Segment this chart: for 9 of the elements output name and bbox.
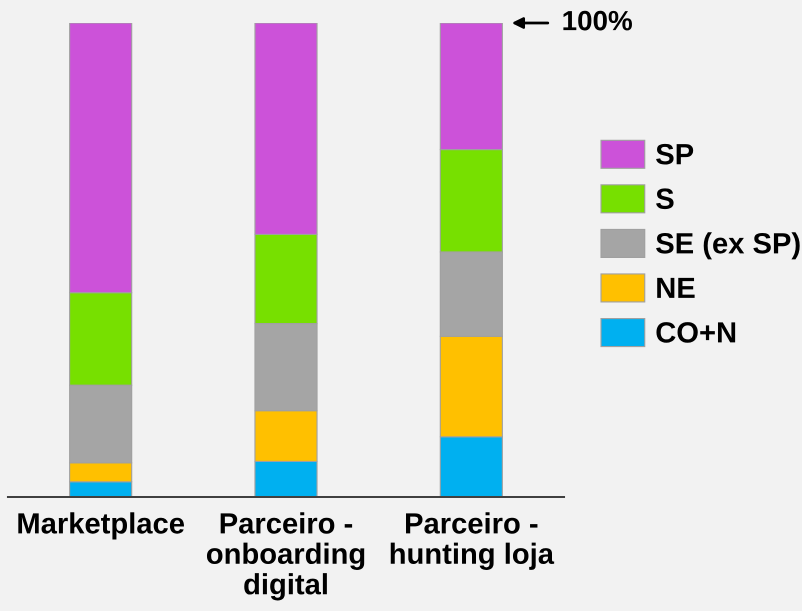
legend-label: SE (ex SP) <box>656 232 800 260</box>
legend-label: NE <box>657 278 695 298</box>
x-tick-label: Parceiro - onboarding digital <box>206 512 364 600</box>
x-tick-label: Parceiro - hunting loja <box>390 512 554 570</box>
annotation: 100% <box>563 10 632 30</box>
legend-label: CO+N <box>656 322 736 343</box>
x-tick-label: Marketplace <box>18 512 184 540</box>
legend-label: SP <box>656 144 694 165</box>
legend-label: S <box>656 188 674 210</box>
